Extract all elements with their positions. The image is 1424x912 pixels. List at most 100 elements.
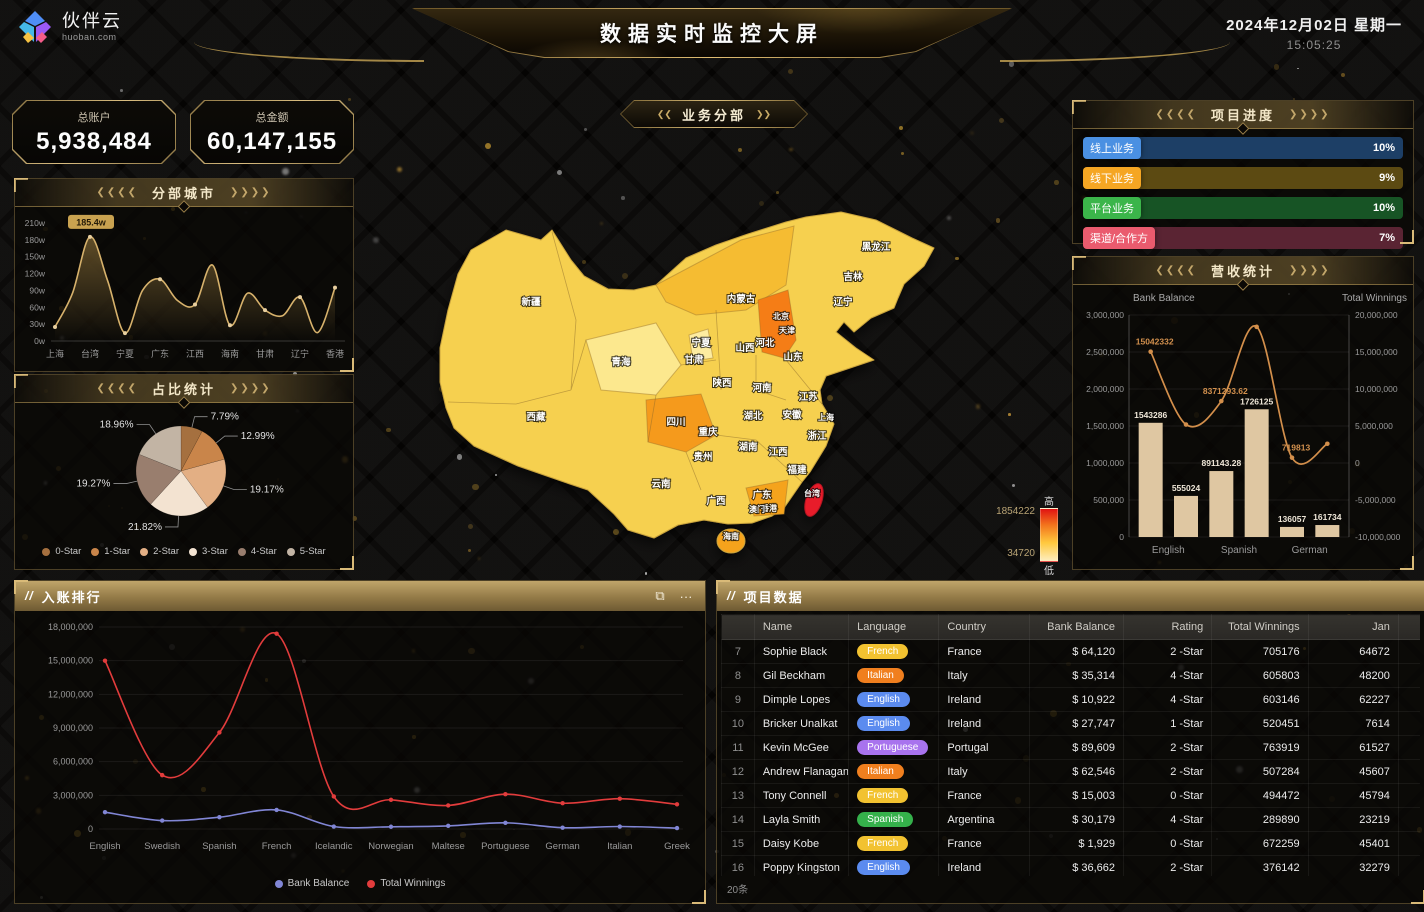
map-province-label[interactable]: 河南 — [751, 381, 773, 395]
column-header[interactable]: Rating — [1123, 614, 1213, 640]
legend-item[interactable]: 0-Star — [42, 546, 81, 557]
panel-city-header: ❮❮❮❮ 分部城市 ❯❯❯❯ — [15, 179, 353, 213]
legend-item[interactable]: Bank Balance — [274, 878, 349, 889]
map-province-label[interactable]: 河北 — [754, 336, 776, 350]
city-line-chart: 0w 30w 60w 90w 120w 150w 180w 210w 上海 台湾 宁夏 广东 江西 海南 甘… — [25, 214, 345, 359]
svg-text:广东: 广东 — [151, 348, 169, 359]
column-header[interactable]: Bank Balance — [1028, 614, 1125, 640]
svg-text:Swedish: Swedish — [144, 841, 180, 852]
legend-item[interactable]: Total Winnings — [367, 878, 445, 889]
svg-text:1726125: 1726125 — [1240, 396, 1273, 406]
revenue-bar — [1315, 525, 1340, 537]
map-title-badge: ❮❮ 业务分部 ❯❯ — [620, 100, 808, 128]
map-province-label[interactable]: 青海 — [610, 355, 632, 369]
language-badge: Portuguese — [857, 740, 929, 755]
column-header[interactable]: Language — [848, 614, 940, 640]
map-province-label[interactable]: 吉林 — [842, 270, 864, 284]
svg-text:90w: 90w — [29, 285, 45, 295]
svg-text:30w: 30w — [29, 319, 45, 329]
column-header[interactable]: Name — [753, 614, 850, 640]
map-province-label[interactable]: 贵州 — [692, 450, 713, 464]
map-province-label[interactable]: 广东 — [751, 488, 773, 502]
svg-text:辽宁: 辽宁 — [291, 348, 309, 359]
map-province-label[interactable]: 澳门 — [748, 503, 766, 515]
svg-text:-10,000,000: -10,000,000 — [1355, 532, 1401, 542]
svg-text:7.79%: 7.79% — [211, 412, 239, 423]
table-row[interactable]: 15 Daisy Kobe French France $ 1,929 0 -Star 67… — [721, 831, 1420, 856]
map-province-label[interactable]: 湖南 — [737, 440, 759, 454]
legend-item[interactable]: 5-Star — [286, 546, 326, 557]
map-province-label[interactable]: 四川 — [665, 416, 686, 429]
table-row[interactable]: 16 Poppy Kingston English Ireland $ 36,662 2 … — [721, 855, 1420, 876]
map-province-label[interactable]: 甘肃 — [683, 353, 705, 367]
svg-text:15,000,000: 15,000,000 — [1355, 347, 1398, 357]
legend-item[interactable]: 3-Star — [189, 546, 228, 557]
table-row[interactable]: 13 Tony Connell French France $ 15,003 0 -Sta… — [721, 783, 1420, 808]
column-header[interactable]: Feb — [1397, 614, 1420, 640]
open-in-new-icon[interactable]: ⧉ — [655, 588, 665, 603]
map-province-label[interactable]: 山东 — [782, 350, 804, 364]
table-row[interactable]: 14 Layla Smith Spanish Argentina $ 30,179 4 -… — [721, 807, 1420, 832]
map-province-label[interactable]: 浙江 — [806, 429, 828, 443]
svg-text:210w: 210w — [25, 218, 46, 228]
revenue-bar — [1209, 471, 1234, 537]
column-header[interactable]: Country — [938, 614, 1030, 640]
table-row[interactable]: 9 Dimple Lopes English Ireland $ 10,922 4 -St… — [721, 687, 1420, 712]
map-province-label[interactable]: 上海 — [817, 411, 835, 423]
svg-text:5,000,000: 5,000,000 — [1355, 421, 1393, 431]
progress-row[interactable]: 7% 渠道/合作方 — [1083, 227, 1403, 249]
revenue-bar — [1244, 409, 1269, 537]
map-province-label[interactable]: 江苏 — [797, 390, 819, 404]
table-row[interactable]: 11 Kevin McGee Portuguese Portugal $ 89,609 2… — [721, 735, 1420, 760]
map-province-label[interactable]: 重庆 — [697, 425, 719, 439]
svg-text:21.82%: 21.82% — [128, 522, 162, 533]
column-header[interactable]: Jan — [1307, 614, 1399, 640]
map-province-label[interactable]: 台湾 — [803, 487, 821, 499]
table-row[interactable]: 10 Bricker Unalkat English Ireland $ 27,747 1… — [721, 711, 1420, 736]
legend-item[interactable]: 1-Star — [91, 546, 130, 557]
svg-text:Norwegian: Norwegian — [368, 841, 413, 852]
table-row[interactable]: 12 Andrew Flanagan Italian Italy $ 62,546 2 -… — [721, 759, 1420, 784]
map-province-label[interactable]: 香港 — [759, 502, 779, 514]
svg-text:12,000,000: 12,000,000 — [48, 689, 93, 699]
map-province-label[interactable]: 新疆 — [520, 295, 542, 309]
svg-text:8371293.62: 8371293.62 — [1203, 386, 1248, 396]
map-province-label[interactable]: 福建 — [785, 463, 808, 477]
project-data-table: Name Language Country Bank Balance Rating Tot… — [721, 614, 1420, 876]
table-row[interactable]: 7 Sophie Black French France $ 64,120 2 -Star… — [721, 639, 1420, 664]
map-province-label[interactable]: 北京 — [772, 310, 790, 322]
table-row[interactable]: 8 Gil Beckham Italian Italy $ 35,314 4 -Star 6… — [721, 663, 1420, 688]
map-title: 业务分部 — [681, 107, 746, 123]
map-province-label[interactable]: 山西 — [734, 341, 756, 355]
progress-row[interactable]: 10% 平台业务 — [1083, 197, 1403, 219]
progress-row[interactable]: 10% 线上业务 — [1083, 137, 1403, 159]
map-province-label[interactable]: 广西 — [705, 494, 727, 508]
column-header[interactable]: Total Winnings — [1211, 614, 1309, 640]
map-province-label[interactable]: 安徽 — [781, 408, 803, 422]
map-shape[interactable] — [439, 211, 935, 554]
legend-high-label: 高 — [1044, 497, 1054, 508]
map-province-label[interactable]: 江西 — [767, 445, 789, 459]
svg-text:150w: 150w — [25, 252, 46, 262]
legend-item[interactable]: 4-Star — [237, 546, 277, 557]
map-province-label[interactable]: 内蒙古 — [726, 292, 757, 306]
map-province-label[interactable]: 陕西 — [711, 376, 733, 390]
table-scroll-area[interactable]: Name Language Country Bank Balance Rating Tot… — [721, 614, 1420, 876]
map-province-label[interactable]: 云南 — [650, 477, 672, 491]
legend-item[interactable]: 2-Star — [140, 546, 179, 557]
progress-row[interactable]: 9% 线下业务 — [1083, 167, 1403, 189]
date-label: 2024年12月02日 星期一 — [1226, 17, 1402, 34]
svg-text:Italian: Italian — [607, 841, 632, 852]
svg-text:180w: 180w — [25, 235, 46, 245]
map-province-label[interactable]: 天津 — [778, 324, 796, 336]
more-options-icon[interactable]: ··· — [679, 588, 693, 604]
map-province-label[interactable]: 西藏 — [525, 410, 547, 424]
map-province-label[interactable]: 湖北 — [742, 409, 764, 423]
header-slashes-icon: // — [25, 589, 34, 603]
map-province-label[interactable]: 辽宁 — [832, 295, 854, 309]
svg-text:891143.28: 891143.28 — [1201, 458, 1241, 468]
map-province-label[interactable]: 黑龙江 — [861, 240, 892, 254]
map-province-label[interactable]: 海南 — [722, 530, 740, 542]
map-province-label[interactable]: 宁夏 — [690, 336, 712, 350]
